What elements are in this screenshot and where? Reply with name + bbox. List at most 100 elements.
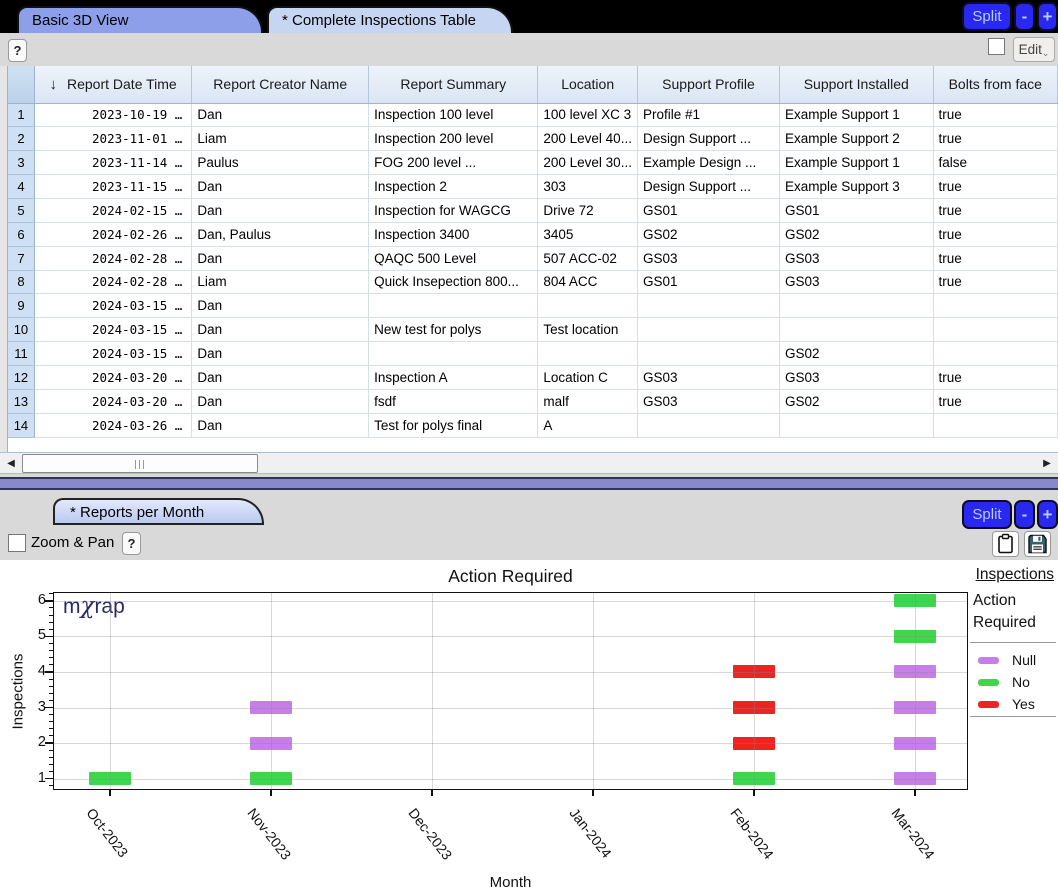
table-cell-date[interactable]: 2024-03-15 …: [34, 293, 193, 319]
table-cell[interactable]: Liam: [191, 126, 370, 152]
row-number[interactable]: 14: [8, 413, 35, 438]
collapse-button[interactable]: -: [1014, 2, 1035, 31]
table-cell[interactable]: GS03: [637, 246, 781, 271]
scrollbar-thumb[interactable]: [22, 454, 258, 473]
table-cell[interactable]: true: [933, 103, 1058, 128]
table-corner-cell[interactable]: [8, 66, 35, 104]
table-cell[interactable]: 507 ACC-02: [537, 246, 638, 271]
table-cell[interactable]: true: [933, 222, 1058, 247]
table-cell[interactable]: true: [933, 126, 1058, 152]
table-cell[interactable]: Example Support 1: [779, 150, 934, 176]
tab-complete-inspections-table[interactable]: * Complete Inspections Table: [267, 6, 513, 33]
row-number[interactable]: 1: [8, 103, 35, 128]
table-cell[interactable]: 3405: [537, 222, 638, 247]
table-cell[interactable]: [368, 293, 539, 319]
table-cell[interactable]: Example Support 1: [779, 103, 934, 128]
table-cell[interactable]: Dan: [191, 198, 370, 223]
help-button[interactable]: ?: [8, 39, 27, 62]
table-cell-date[interactable]: 2024-02-26 …: [34, 222, 193, 247]
row-number[interactable]: 5: [8, 198, 35, 223]
edit-mode-checkbox[interactable]: [988, 38, 1005, 55]
row-number[interactable]: 2: [8, 126, 35, 152]
table-cell[interactable]: fsdf: [368, 389, 539, 414]
split-button[interactable]: Split: [962, 2, 1012, 31]
table-cell[interactable]: Inspection 200 level: [368, 126, 539, 152]
table-cell[interactable]: Dan: [191, 246, 370, 271]
table-cell[interactable]: QAQC 500 Level: [368, 246, 539, 271]
collapse-button[interactable]: -: [1014, 500, 1035, 529]
table-cell-date[interactable]: 2024-03-26 …: [34, 413, 193, 438]
table-cell-date[interactable]: 2024-03-20 …: [34, 365, 193, 390]
table-cell[interactable]: [368, 341, 539, 366]
table-cell[interactable]: Paulus: [191, 150, 370, 176]
table-cell[interactable]: [779, 413, 934, 438]
table-cell[interactable]: Dan, Paulus: [191, 222, 370, 247]
table-cell[interactable]: [637, 413, 781, 438]
table-cell-date[interactable]: 2024-03-15 …: [34, 341, 193, 366]
table-cell[interactable]: Example Support 2: [779, 126, 934, 152]
row-number[interactable]: 8: [8, 270, 35, 295]
column-header-location[interactable]: Location: [537, 66, 638, 104]
table-cell[interactable]: [779, 317, 934, 343]
table-cell[interactable]: true: [933, 198, 1058, 223]
column-header-support-profile[interactable]: Support Profile: [637, 66, 781, 104]
table-cell[interactable]: [537, 293, 638, 319]
table-cell[interactable]: Dan: [191, 389, 370, 414]
table-cell[interactable]: GS02: [779, 222, 934, 247]
table-cell[interactable]: Dan: [191, 293, 370, 319]
table-cell[interactable]: GS03: [779, 365, 934, 390]
table-cell[interactable]: true: [933, 365, 1058, 390]
table-cell[interactable]: Dan: [191, 317, 370, 343]
table-cell[interactable]: false: [933, 150, 1058, 176]
table-cell[interactable]: Dan: [191, 103, 370, 128]
table-cell[interactable]: [933, 293, 1058, 319]
table-cell[interactable]: Liam: [191, 270, 370, 295]
table-cell[interactable]: 804 ACC: [537, 270, 638, 295]
table-cell[interactable]: Dan: [191, 174, 370, 199]
table-cell[interactable]: Example Design ...: [637, 150, 781, 176]
table-cell-date[interactable]: 2024-02-28 …: [34, 270, 193, 295]
table-cell[interactable]: [637, 341, 781, 366]
expand-button[interactable]: +: [1037, 2, 1058, 31]
save-button[interactable]: [1024, 531, 1051, 557]
table-cell[interactable]: GS02: [779, 389, 934, 414]
table-cell[interactable]: Inspection for WAGCG: [368, 198, 539, 223]
column-header-support-installed[interactable]: Support Installed: [779, 66, 934, 104]
table-cell[interactable]: Dan: [191, 413, 370, 438]
split-button[interactable]: Split: [962, 500, 1012, 529]
table-cell[interactable]: true: [933, 389, 1058, 414]
table-cell[interactable]: Inspection A: [368, 365, 539, 390]
row-number[interactable]: 12: [8, 365, 35, 390]
table-cell[interactable]: Example Support 3: [779, 174, 934, 199]
table-cell[interactable]: GS01: [637, 198, 781, 223]
table-cell[interactable]: Dan: [191, 341, 370, 366]
table-cell[interactable]: Design Support ...: [637, 126, 781, 152]
table-cell[interactable]: [537, 341, 638, 366]
row-number[interactable]: 3: [8, 150, 35, 176]
expand-button[interactable]: +: [1037, 500, 1058, 529]
table-cell-date[interactable]: 2023-10-19 …: [34, 103, 193, 128]
table-cell[interactable]: Inspection 100 level: [368, 103, 539, 128]
table-cell[interactable]: Quick Insepection 800...: [368, 270, 539, 295]
scroll-left-icon[interactable]: ◀: [2, 455, 20, 472]
table-cell[interactable]: GS03: [779, 270, 934, 295]
table-cell[interactable]: 100 level XC 3: [537, 103, 638, 128]
table-cell[interactable]: 200 Level 40...: [537, 126, 638, 152]
table-cell[interactable]: true: [933, 270, 1058, 295]
scroll-right-icon[interactable]: ▶: [1038, 455, 1056, 472]
table-cell-date[interactable]: 2023-11-15 …: [34, 174, 193, 199]
table-cell[interactable]: New test for polys: [368, 317, 539, 343]
table-cell[interactable]: Drive 72: [537, 198, 638, 223]
table-cell[interactable]: [933, 413, 1058, 438]
table-cell-date[interactable]: 2024-03-20 …: [34, 389, 193, 414]
table-cell-date[interactable]: 2023-11-14 …: [34, 150, 193, 176]
table-cell-date[interactable]: 2023-11-01 …: [34, 126, 193, 152]
table-cell[interactable]: GS02: [637, 222, 781, 247]
table-cell-date[interactable]: 2024-02-15 …: [34, 198, 193, 223]
table-cell[interactable]: Test for polys final: [368, 413, 539, 438]
row-number[interactable]: 13: [8, 389, 35, 414]
column-header-bolts-from-face[interactable]: Bolts from face: [933, 66, 1058, 104]
copy-to-clipboard-button[interactable]: [992, 531, 1019, 557]
help-button[interactable]: ?: [122, 532, 141, 555]
table-cell-date[interactable]: 2024-03-15 …: [34, 317, 193, 343]
